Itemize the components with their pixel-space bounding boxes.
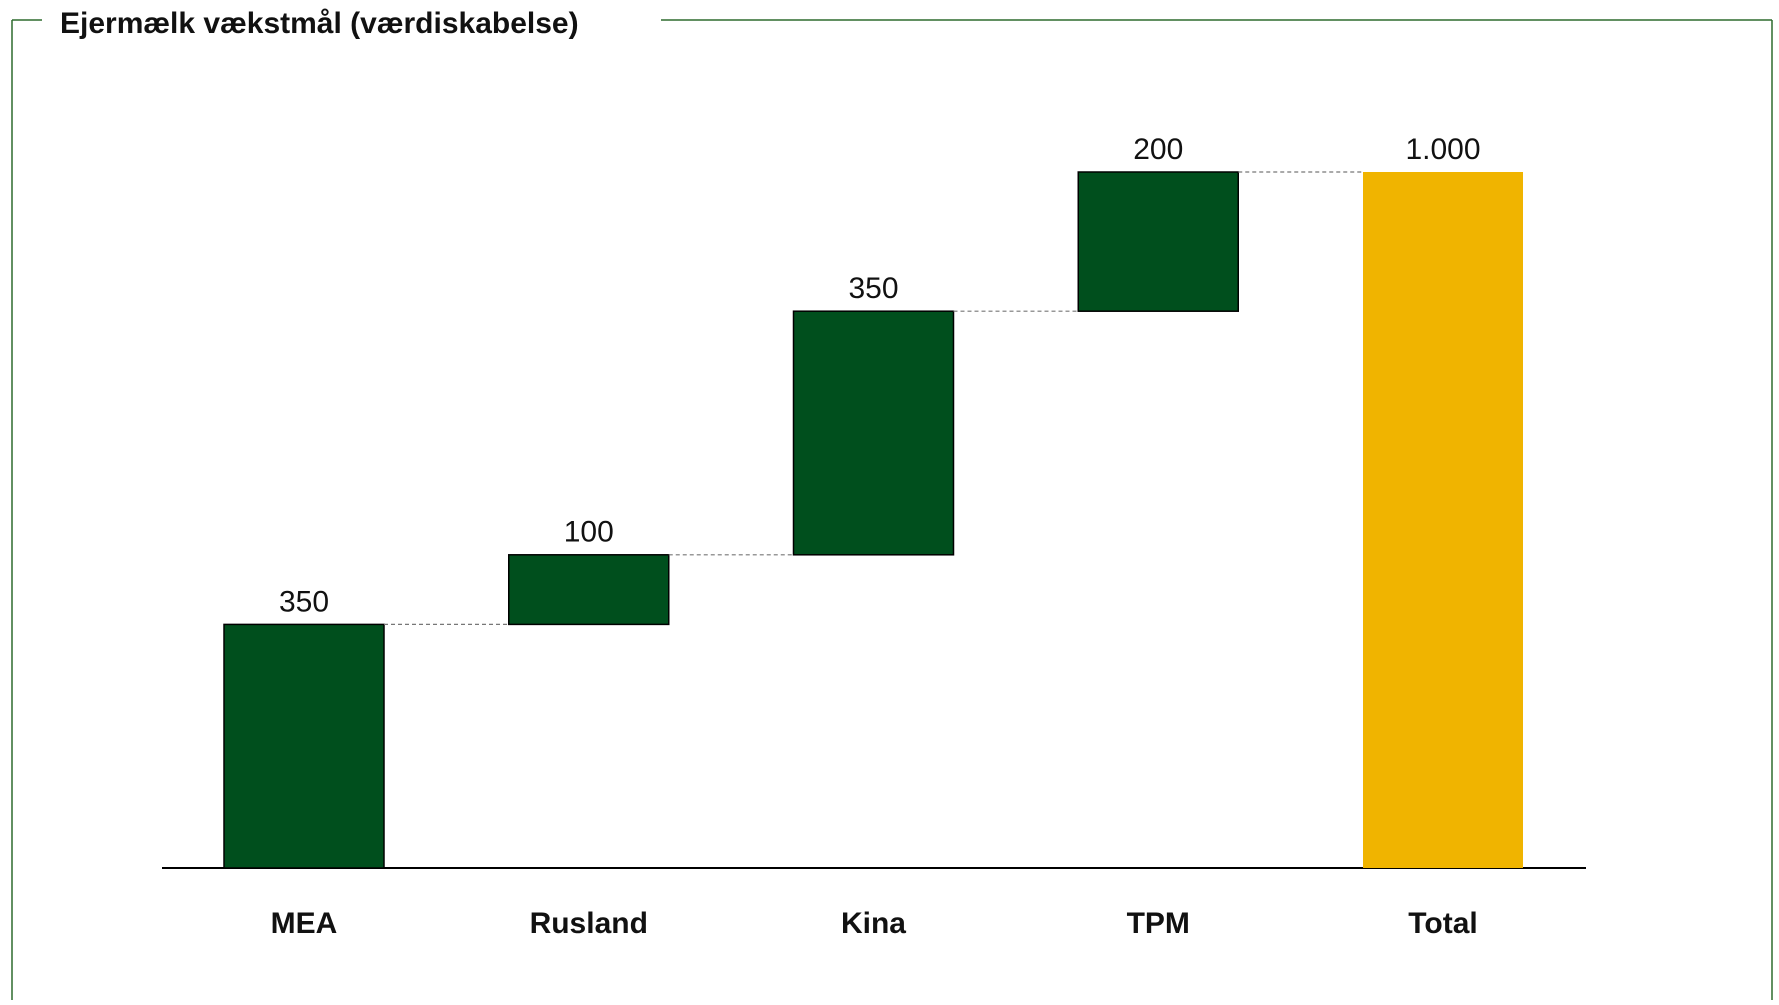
x-tick-label: Total	[1408, 907, 1477, 940]
value-label: 200	[1133, 133, 1183, 166]
value-label: 100	[564, 516, 614, 549]
bar	[223, 623, 385, 869]
bar	[792, 310, 955, 556]
value-label: 350	[848, 272, 898, 305]
x-tick-label: TPM	[1127, 907, 1190, 940]
value-label: 1.000	[1405, 133, 1480, 166]
frame	[11, 19, 1773, 1000]
bar	[508, 554, 670, 626]
x-tick-label: Kina	[841, 907, 906, 940]
bar	[1077, 171, 1239, 312]
x-tick-label: MEA	[271, 907, 338, 940]
value-label: 350	[279, 585, 329, 618]
x-tick-label: Rusland	[530, 907, 648, 940]
chart-title: Ejermælk vækstmål (værdiskabelse)	[60, 7, 579, 40]
bar	[1363, 172, 1523, 868]
